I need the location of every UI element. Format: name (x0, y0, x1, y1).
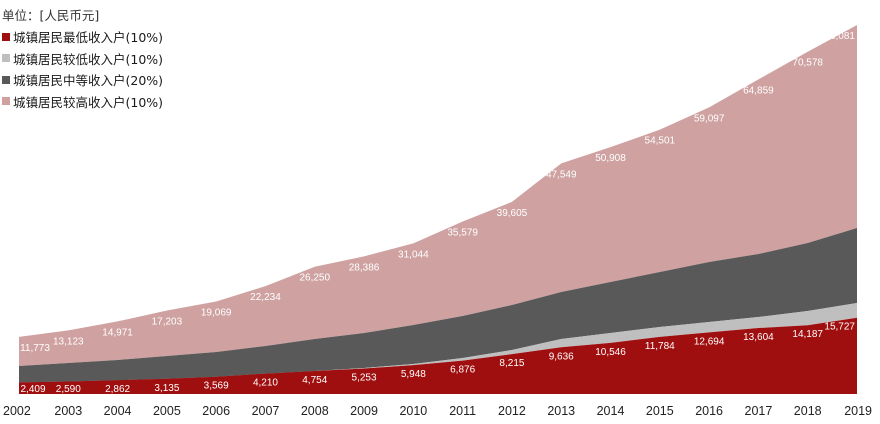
data-label-lowest-income: 6,876 (450, 365, 475, 376)
data-label-upper-income: 39,605 (497, 208, 528, 219)
data-label-upper-income: 50,908 (595, 153, 626, 164)
area-upper-income (19, 25, 857, 366)
legend-label-upper-income: 城镇居民较高收入户(10%) (13, 94, 164, 110)
x-tick-label: 2012 (498, 404, 526, 418)
data-label-upper-income: 59,097 (694, 113, 725, 124)
x-tick-label: 2004 (104, 404, 132, 418)
data-label-lowest-income: 2,590 (56, 384, 81, 395)
x-tick-label: 2014 (597, 404, 625, 418)
x-tick-label: 2018 (794, 404, 822, 418)
data-label-upper-income: 26,250 (299, 273, 330, 284)
legend-swatch-lower-income (2, 54, 10, 63)
x-tick-label: 2013 (547, 404, 575, 418)
x-tick-label: 2011 (449, 404, 476, 418)
data-label-upper-income: 22,234 (250, 292, 281, 303)
data-label-lowest-income: 5,948 (401, 369, 426, 380)
x-tick-label: 2010 (399, 404, 427, 418)
data-label-upper-income: 31,044 (398, 249, 429, 260)
x-tick-label: 2019 (844, 404, 872, 418)
data-label-upper-income: 70,578 (792, 58, 823, 69)
area-lowest-income (19, 317, 857, 394)
data-label-lowest-income: 11,784 (645, 341, 675, 352)
x-tick-label: 2005 (153, 404, 181, 418)
data-label-layer: 2,409 11,773 2,590 13,123 2,862 14,971 3,135 17… (20, 31, 855, 395)
data-label-upper-income: 11,773 (20, 343, 50, 354)
x-tick-label: 2017 (745, 404, 773, 418)
data-label-upper-income: 54,501 (645, 136, 676, 147)
data-label-lowest-income: 4,210 (253, 378, 278, 389)
legend-swatch-upper-income (2, 97, 10, 106)
x-tick-label: 2007 (252, 404, 280, 418)
area-layer (19, 25, 857, 394)
area-middle-income (19, 228, 857, 383)
x-tick-label: 2006 (202, 404, 230, 418)
data-label-lowest-income: 13,604 (743, 332, 774, 343)
data-label-lowest-income: 3,569 (204, 381, 229, 392)
data-label-upper-income: 64,859 (743, 85, 774, 96)
legend: 城镇居民最低收入户(10%) 城镇居民较低收入户(10%) 城镇居民中等收入户(… (2, 26, 163, 112)
data-label-lowest-income: 10,546 (595, 347, 626, 358)
data-label-upper-income: 17,203 (152, 317, 183, 328)
data-label-lowest-income: 8,215 (499, 358, 524, 369)
x-tick-label: 2009 (350, 404, 378, 418)
data-label-lowest-income: 2,862 (105, 384, 130, 395)
x-tick-label: 2016 (695, 404, 723, 418)
data-label-upper-income: 14,971 (102, 327, 133, 338)
legend-item-lower-income[interactable]: 城镇居民较低收入户(10%) (2, 48, 163, 70)
data-label-lowest-income: 4,754 (302, 375, 327, 386)
legend-swatch-lowest-income (2, 32, 10, 41)
data-label-upper-income: 28,386 (349, 262, 380, 273)
data-label-lowest-income: 9,636 (549, 351, 574, 362)
x-tick-label: 2003 (54, 404, 82, 418)
data-label-lowest-income: 5,253 (352, 373, 377, 384)
legend-label-lowest-income: 城镇居民最低收入户(10%) (13, 30, 164, 46)
data-label-lowest-income: 15,727 (824, 322, 855, 333)
data-label-upper-income: 76,081 (824, 31, 855, 42)
data-label-lowest-income: 14,187 (792, 329, 823, 340)
legend-item-middle-income[interactable]: 城镇居民中等收入户(20%) (2, 69, 163, 91)
x-tick-label: 2015 (646, 404, 674, 418)
x-tick-label: 2002 (3, 404, 31, 418)
data-label-upper-income: 19,069 (201, 308, 232, 319)
data-label-lowest-income: 2,409 (20, 384, 45, 395)
data-label-upper-income: 13,123 (53, 336, 84, 347)
data-label-upper-income: 47,549 (546, 169, 577, 180)
data-label-lowest-income: 3,135 (154, 383, 179, 394)
legend-item-upper-income[interactable]: 城镇居民较高收入户(10%) (2, 91, 163, 113)
legend-label-middle-income: 城镇居民中等收入户(20%) (13, 73, 164, 89)
legend-swatch-middle-income (2, 75, 10, 84)
x-tick-label: 2008 (301, 404, 329, 418)
data-label-lowest-income: 12,694 (694, 336, 725, 347)
unit-label: 单位：[人民币元] (2, 8, 100, 23)
x-axis: 2002 2003 2004 2005 2006 2007 2008 2009 2010 2011… (3, 404, 872, 418)
data-label-upper-income: 35,579 (447, 227, 478, 238)
legend-label-lower-income: 城镇居民较低收入户(10%) (13, 51, 164, 67)
legend-item-lowest-income[interactable]: 城镇居民最低收入户(10%) (2, 26, 163, 48)
